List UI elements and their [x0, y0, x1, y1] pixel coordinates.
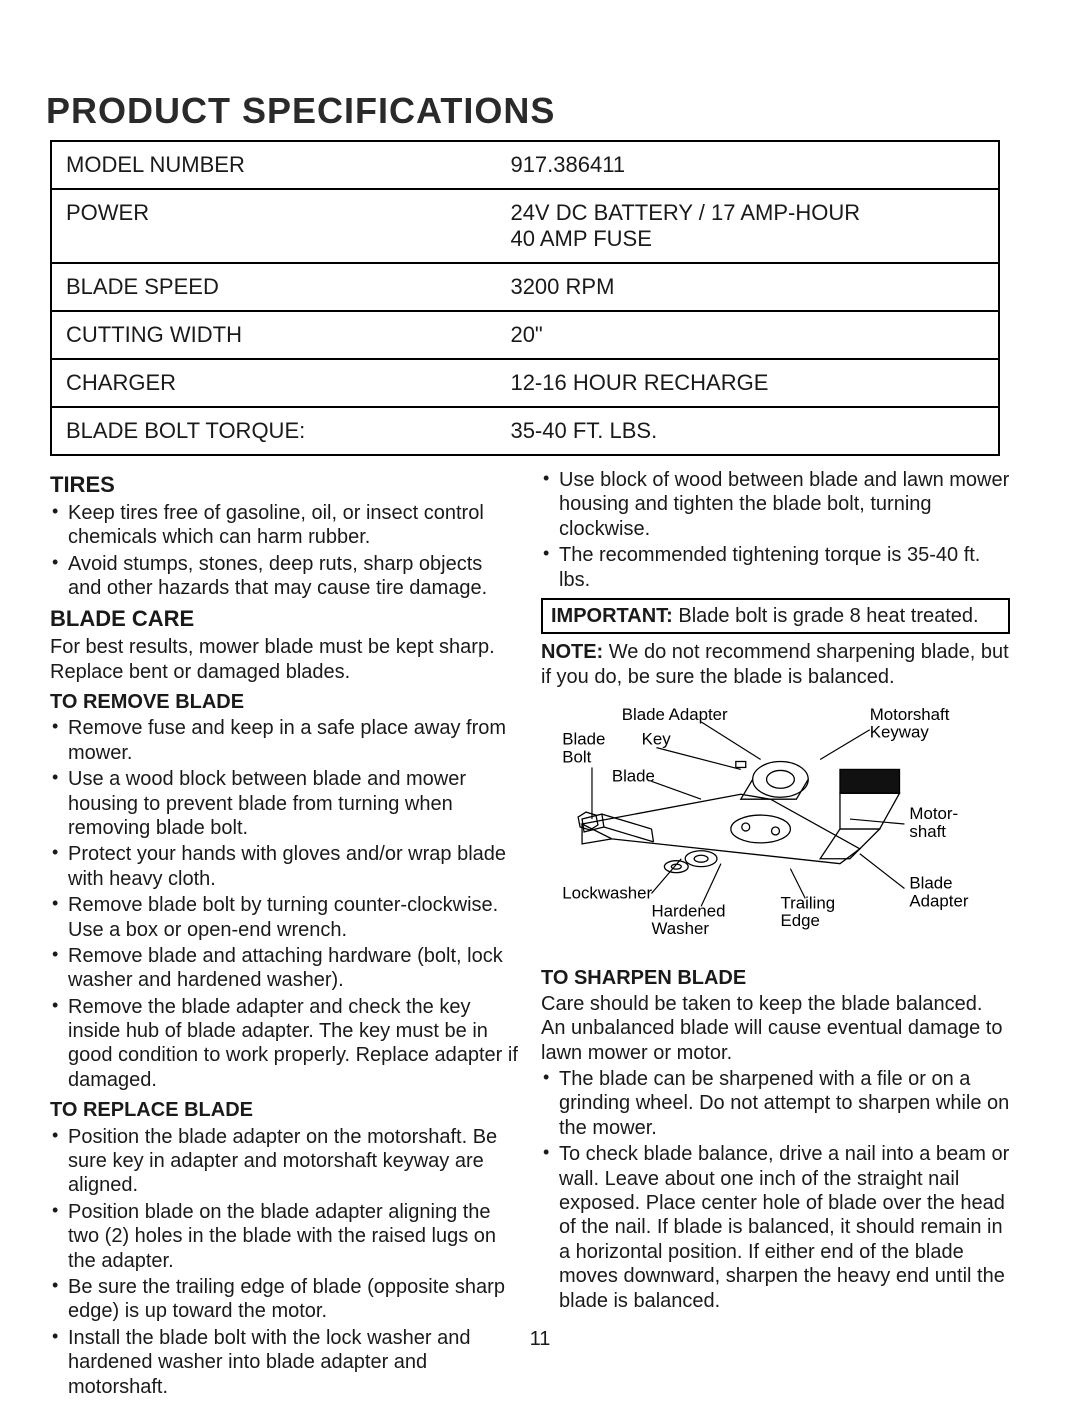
spec-value: 35-40 FT. LBS. — [496, 408, 976, 454]
important-label: IMPORTANT: — [551, 605, 673, 627]
tires-heading: TIRES — [50, 472, 519, 499]
diagram-label: HardenedWasher — [652, 901, 726, 938]
blade-care-heading: BLADE CARE — [50, 606, 519, 633]
important-note-box: IMPORTANT: Blade bolt is grade 8 heat tr… — [541, 598, 1010, 634]
list-item: To check blade balance, drive a nail int… — [541, 1142, 1010, 1313]
diagram-label: MotorshaftKeyway — [870, 705, 950, 742]
table-row: BLADE BOLT TORQUE: 35-40 FT. LBS. — [52, 408, 998, 454]
remove-blade-list: Remove fuse and keep in a safe place awa… — [50, 716, 519, 1092]
list-item: Position the blade adapter on the motors… — [50, 1125, 519, 1198]
list-item: The recommended tightening torque is 35-… — [541, 543, 1010, 592]
table-row: BLADE SPEED 3200 RPM — [52, 264, 998, 312]
page-number: 11 — [0, 1328, 1080, 1351]
spec-label: POWER — [52, 190, 492, 236]
list-item: Remove fuse and keep in a safe place awa… — [50, 716, 519, 765]
sharpen-text: Care should be taken to keep the blade b… — [541, 992, 1010, 1065]
spec-label: CHARGER — [52, 360, 492, 406]
list-item: Remove blade and attaching hardware (bol… — [50, 944, 519, 993]
replace-blade-heading: TO REPLACE BLADE — [50, 1098, 519, 1122]
right-column: Use block of wood between blade and lawn… — [541, 466, 1010, 1401]
spec-label: MODEL NUMBER — [52, 142, 492, 188]
important-text: Blade bolt is grade 8 heat treated. — [673, 605, 979, 627]
list-item: Position blade on the blade adapter alig… — [50, 1200, 519, 1273]
spec-table: MODEL NUMBER 917.386411 POWER 24V DC BAT… — [50, 140, 1000, 456]
list-item: Protect your hands with gloves and/or wr… — [50, 842, 519, 891]
diagram-label: BladeAdapter — [909, 874, 968, 911]
diagram-label: BladeBolt — [562, 730, 605, 767]
left-column: TIRES Keep tires free of gasoline, oil, … — [40, 466, 519, 1401]
replace-blade-list: Position the blade adapter on the motors… — [50, 1125, 519, 1399]
spec-value: 24V DC BATTERY / 17 AMP-HOUR 40 AMP FUSE — [496, 190, 976, 262]
diagram-label: Blade Adapter — [622, 705, 728, 724]
table-row: MODEL NUMBER 917.386411 — [52, 142, 998, 190]
two-column-body: TIRES Keep tires free of gasoline, oil, … — [40, 466, 1010, 1401]
table-row: CHARGER 12-16 HOUR RECHARGE — [52, 360, 998, 408]
spec-value: 3200 RPM — [496, 264, 976, 310]
sharpen-list: The blade can be sharpened with a file o… — [541, 1067, 1010, 1313]
spec-value: 12-16 HOUR RECHARGE — [496, 360, 976, 406]
list-item: The blade can be sharpened with a file o… — [541, 1067, 1010, 1140]
list-item: Avoid stumps, stones, deep ruts, sharp o… — [50, 552, 519, 601]
top-right-list: Use block of wood between blade and lawn… — [541, 468, 1010, 592]
table-row: POWER 24V DC BATTERY / 17 AMP-HOUR 40 AM… — [52, 190, 998, 264]
spec-label: CUTTING WIDTH — [52, 312, 492, 358]
page-title: PRODUCT SPECIFICATIONS — [46, 90, 1010, 132]
note-label: NOTE: — [541, 641, 603, 663]
diagram-label: Lockwasher — [562, 884, 652, 903]
table-row: CUTTING WIDTH 20" — [52, 312, 998, 360]
spec-label: BLADE SPEED — [52, 264, 492, 310]
diagram-label: Key — [642, 730, 672, 749]
list-item: Remove the blade adapter and check the k… — [50, 995, 519, 1093]
diagram-label: Blade — [612, 766, 655, 785]
spec-value: 917.386411 — [496, 142, 976, 188]
sharpen-blade-heading: TO SHARPEN BLADE — [541, 966, 1010, 990]
list-item: Use a wood block between blade and mower… — [50, 767, 519, 840]
list-item: Be sure the trailing edge of blade (oppo… — [50, 1275, 519, 1324]
diagram-label: TrailingEdge — [780, 893, 835, 930]
note-text: We do not recommend sharpening blade, bu… — [541, 641, 1009, 687]
blade-care-text: For best results, mower blade must be ke… — [50, 635, 519, 684]
tires-list: Keep tires free of gasoline, oil, or ins… — [50, 501, 519, 601]
blade-assembly-diagram: Blade Adapter MotorshaftKeyway BladeBolt… — [541, 699, 1010, 949]
page: PRODUCT SPECIFICATIONS MODEL NUMBER 917.… — [0, 0, 1080, 1375]
diagram-label: Motor-shaft — [909, 804, 958, 841]
list-item: Keep tires free of gasoline, oil, or ins… — [50, 501, 519, 550]
note-paragraph: NOTE: We do not recommend sharpening bla… — [541, 640, 1010, 689]
spec-value: 20" — [496, 312, 976, 358]
list-item: Remove blade bolt by turning counter-clo… — [50, 893, 519, 942]
remove-blade-heading: TO REMOVE BLADE — [50, 690, 519, 714]
spec-label: BLADE BOLT TORQUE: — [52, 408, 492, 454]
list-item: Use block of wood between blade and lawn… — [541, 468, 1010, 541]
